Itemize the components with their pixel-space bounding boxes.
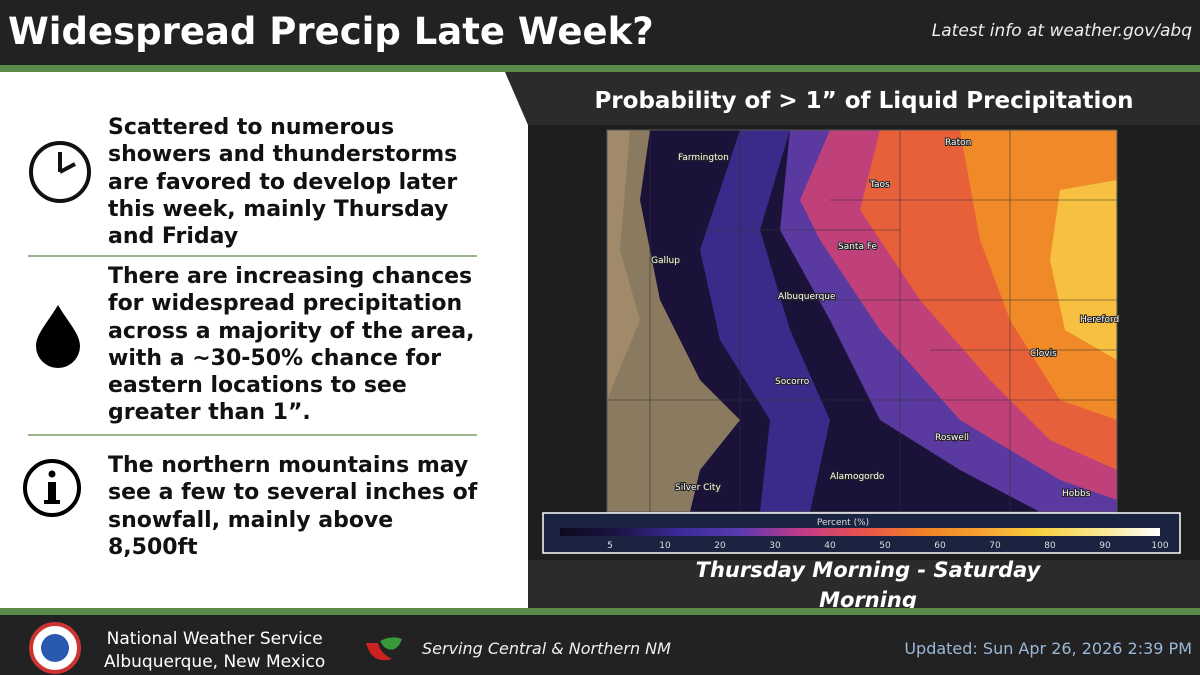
city-label: Socorro — [775, 377, 810, 387]
legend-tick-label: 70 — [989, 541, 1001, 551]
map: Farmington Raton Taos Santa Fe Gallup Al… — [606, 129, 1120, 513]
footer-bar — [0, 615, 1200, 675]
city-label: Roswell — [935, 433, 969, 443]
header-bar — [0, 0, 1200, 65]
legend-tick-label: 10 — [659, 541, 671, 551]
header-link: Latest info at weather.gov/abq — [931, 21, 1192, 41]
clock-icon — [29, 141, 91, 203]
city-label: Santa Fe — [838, 242, 878, 252]
footer-rule — [0, 608, 1200, 615]
city-label: Farmington — [678, 153, 729, 163]
text-line: The northern mountains may — [108, 453, 469, 478]
text-line: showers and thunderstorms — [108, 142, 458, 168]
text-line: see a few to several inches of — [108, 480, 478, 506]
text-line: National Weather Service — [106, 629, 323, 649]
legend-tick-label: 100 — [1151, 541, 1168, 551]
header-title: Widespread Precip Late Week? — [8, 10, 654, 53]
chile-icon — [380, 637, 402, 650]
city-label: Hobbs — [1062, 489, 1091, 499]
legend-tick-label: 90 — [1099, 541, 1111, 551]
legend-tick-label: 30 — [769, 541, 781, 551]
city-label: Hereford — [1080, 315, 1119, 325]
text-line: this week, mainly Thursday — [108, 196, 449, 222]
city-label: Alamogordo — [830, 472, 885, 482]
text-line: greater than 1”. — [108, 400, 311, 426]
info-icon — [23, 459, 81, 517]
text-line: Albuquerque, New Mexico — [104, 652, 326, 672]
color-bar — [560, 528, 1160, 536]
text-line: for widespread precipitation — [108, 291, 463, 317]
city-label: Gallup — [651, 256, 680, 266]
text-line: are favored to develop later — [108, 169, 458, 195]
updated: Updated: Sun Apr 26, 2026 2:39 PM — [904, 639, 1192, 658]
legend-tick-label: 60 — [934, 541, 946, 551]
text-line: Scattered to numerous — [108, 115, 395, 140]
city-label: Clovis — [1030, 349, 1057, 359]
header-rule — [0, 65, 1200, 72]
legend-tick-label: 5 — [607, 541, 613, 551]
legend-title: Percent (%) — [817, 518, 869, 528]
text-line: snowfall, mainly above — [108, 507, 394, 533]
text-line: eastern locations to see — [108, 373, 407, 399]
drop-icon — [36, 305, 80, 368]
bullet-text: Scattered to numerous showers and thunde… — [108, 114, 457, 250]
legend: Percent (%) 5 10 20 30 40 50 60 70 80 90 100 — [542, 512, 1181, 554]
legend-tick-label: 40 — [824, 541, 836, 551]
text-line: with a ~30-50% chance for — [108, 345, 442, 371]
city-label: Silver City — [675, 483, 721, 493]
office: National Weather Service Albuquerque, Ne… — [104, 628, 325, 674]
legend-tick-label: 50 — [879, 541, 891, 551]
text-line: Thursday Morning - Saturday — [695, 558, 1041, 582]
city-label: Raton — [945, 138, 971, 148]
legend-tick-label: 20 — [714, 541, 726, 551]
city-label: Taos — [869, 180, 890, 190]
legend-tick-label: 80 — [1044, 541, 1056, 551]
left-panel — [0, 72, 528, 608]
nws-logo-center — [41, 634, 69, 662]
bullet-text: The northern mountains may see a few to … — [108, 452, 477, 561]
text-line: 8,500ft — [108, 534, 198, 560]
chile-icon — [366, 643, 392, 661]
text-line: across a majority of the area, — [108, 318, 475, 344]
text-line: There are increasing chances — [108, 264, 473, 289]
text-line: and Friday — [108, 224, 239, 250]
city-label: Albuquerque — [778, 292, 836, 302]
map-title: Probability of > 1” of Liquid Precipitat… — [594, 88, 1134, 114]
tagline: Serving Central & Northern NM — [422, 639, 671, 658]
bullet-text: There are increasing chances for widespr… — [108, 263, 474, 427]
period: Thursday Morning - Saturday Morning — [668, 555, 1068, 615]
footer-icons — [29, 622, 402, 674]
